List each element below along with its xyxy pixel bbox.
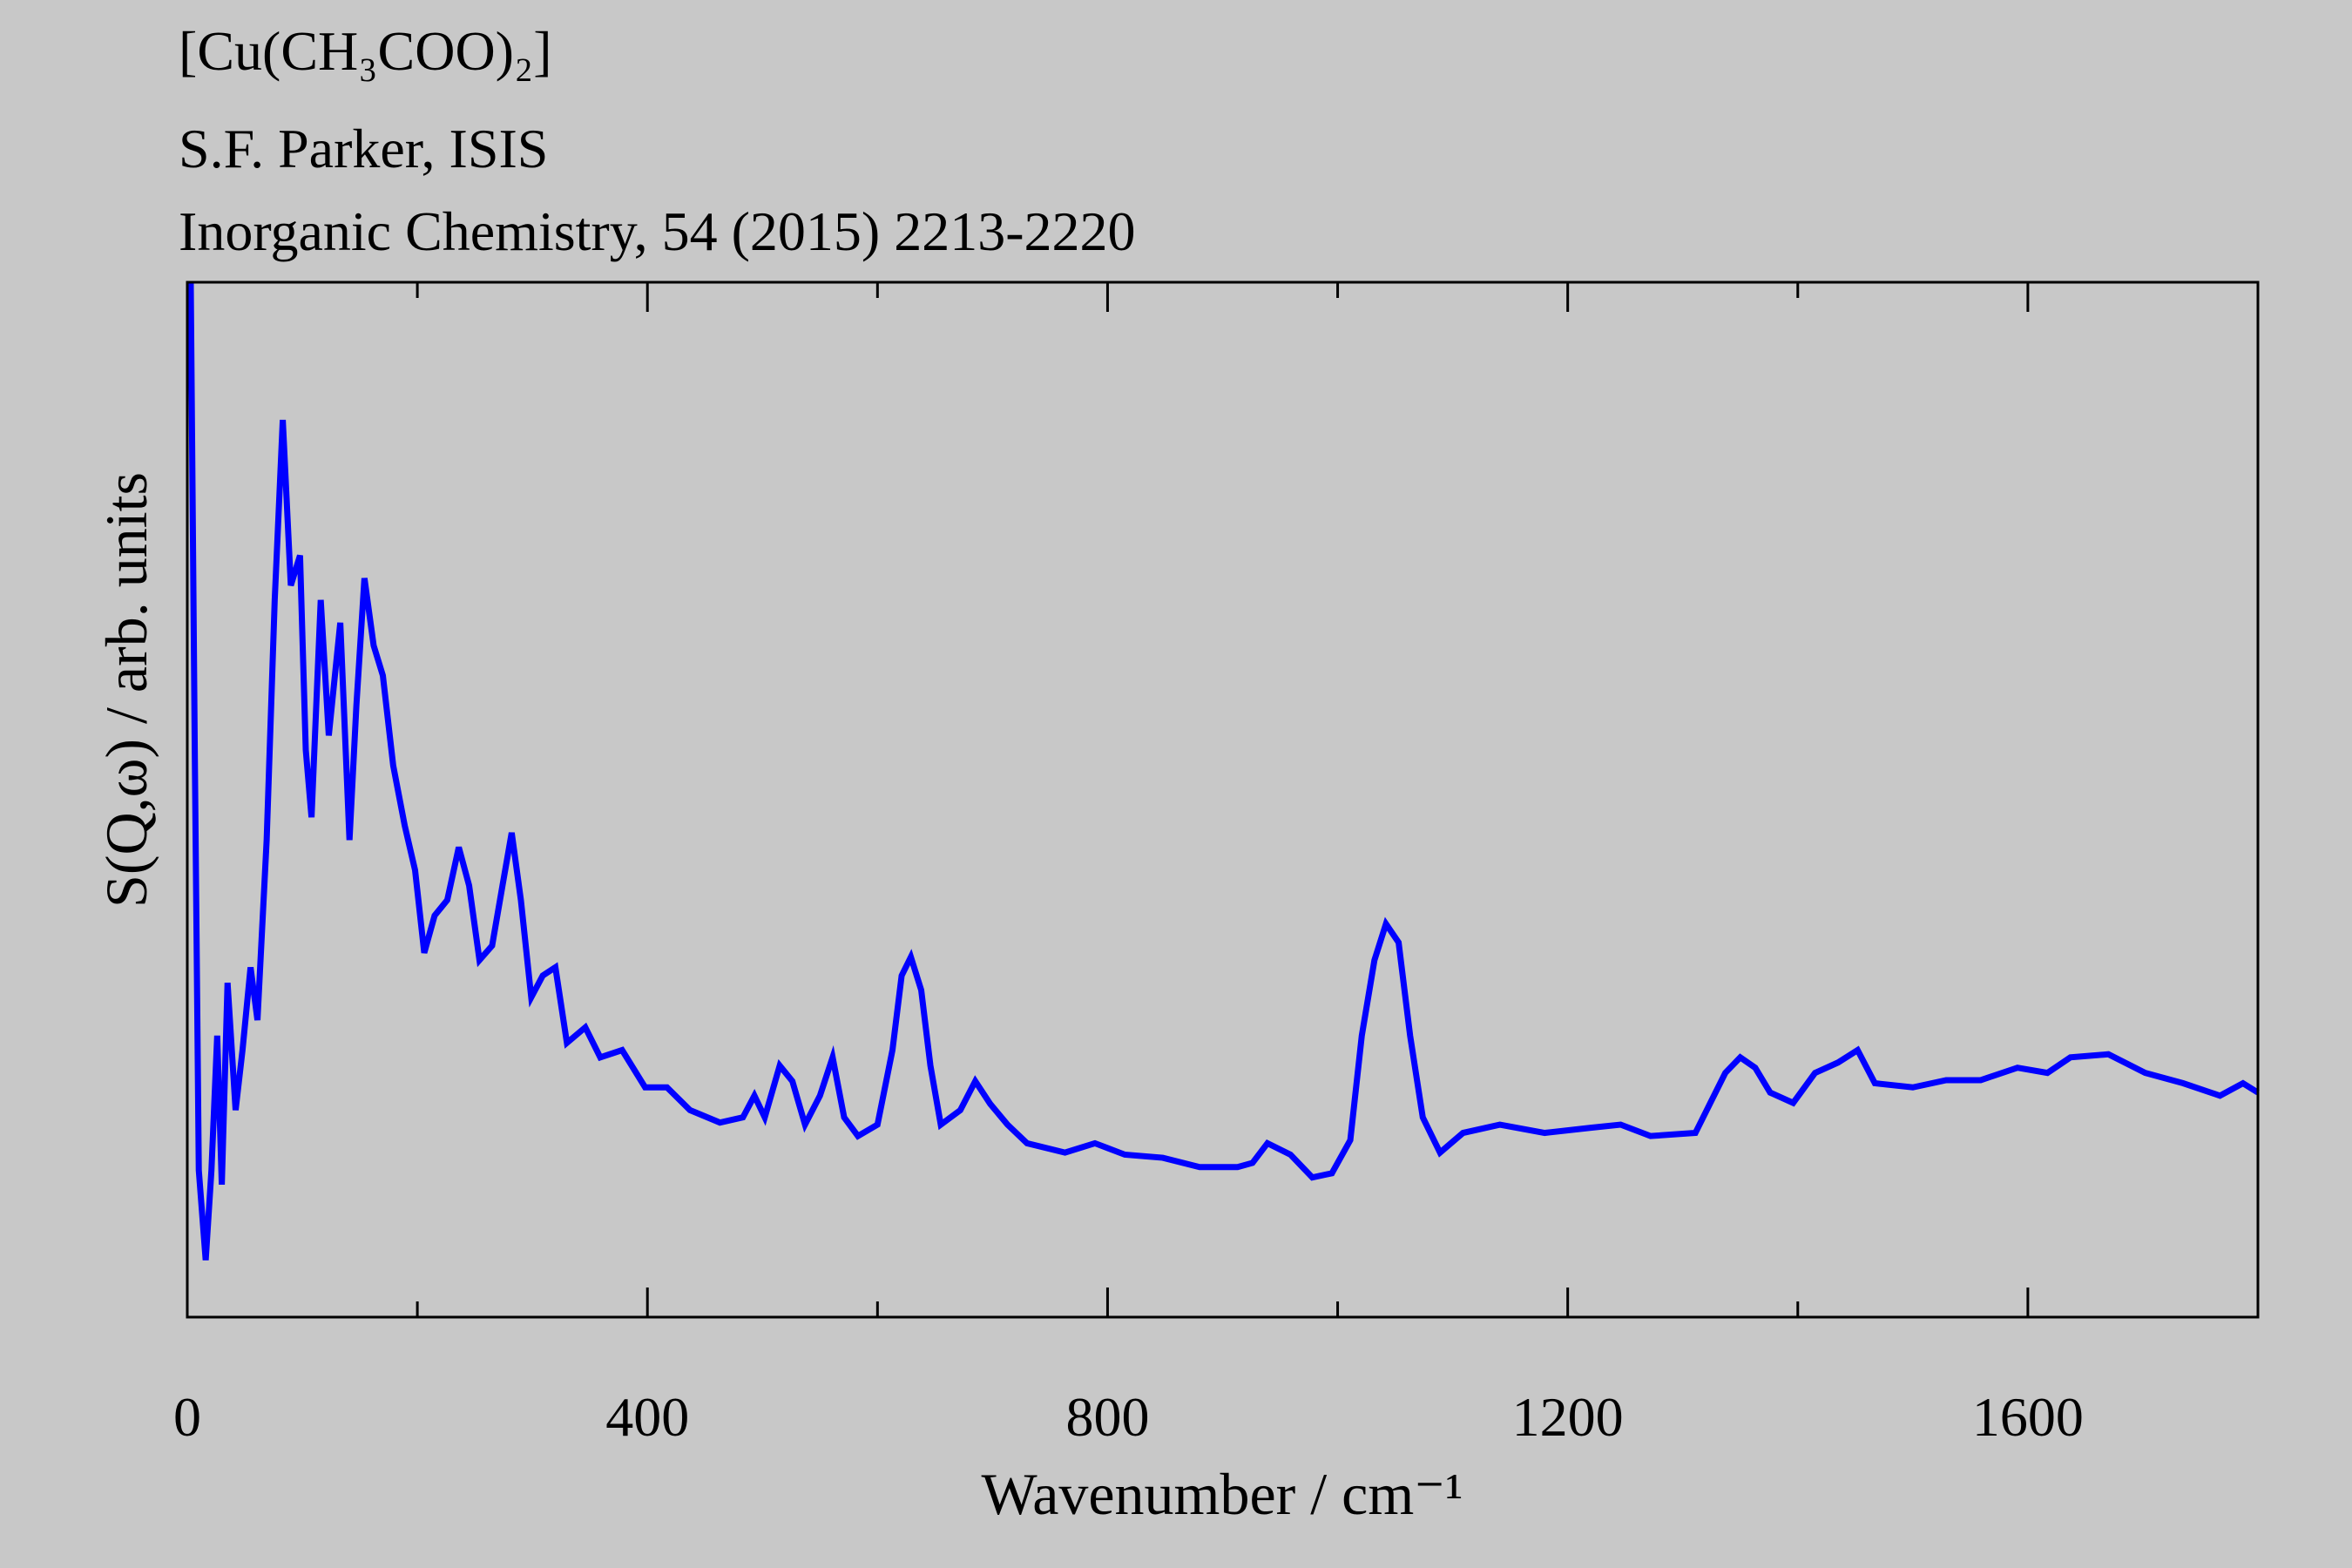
x-tick-label: 0 <box>173 1386 201 1448</box>
x-tick-label: 1200 <box>1512 1386 1624 1448</box>
x-tick-label: 400 <box>605 1386 689 1448</box>
chart-title: [Cu(CH₃COO)₂] <box>179 20 552 82</box>
x-tick-label: 1600 <box>1972 1386 2084 1448</box>
x-tick-label: 800 <box>1065 1386 1149 1448</box>
x-axis-label: Wavenumber / cm⁻¹ <box>981 1461 1463 1527</box>
subtitle: S.F. Parker, ISIS <box>179 118 548 179</box>
spectrum-line <box>187 281 2260 1260</box>
subtitle: Inorganic Chemistry, 54 (2015) 2213-2220 <box>179 200 1136 262</box>
plot-frame <box>186 280 2260 1319</box>
y-axis-label: S(Q,ω) / arb. units <box>93 472 159 908</box>
